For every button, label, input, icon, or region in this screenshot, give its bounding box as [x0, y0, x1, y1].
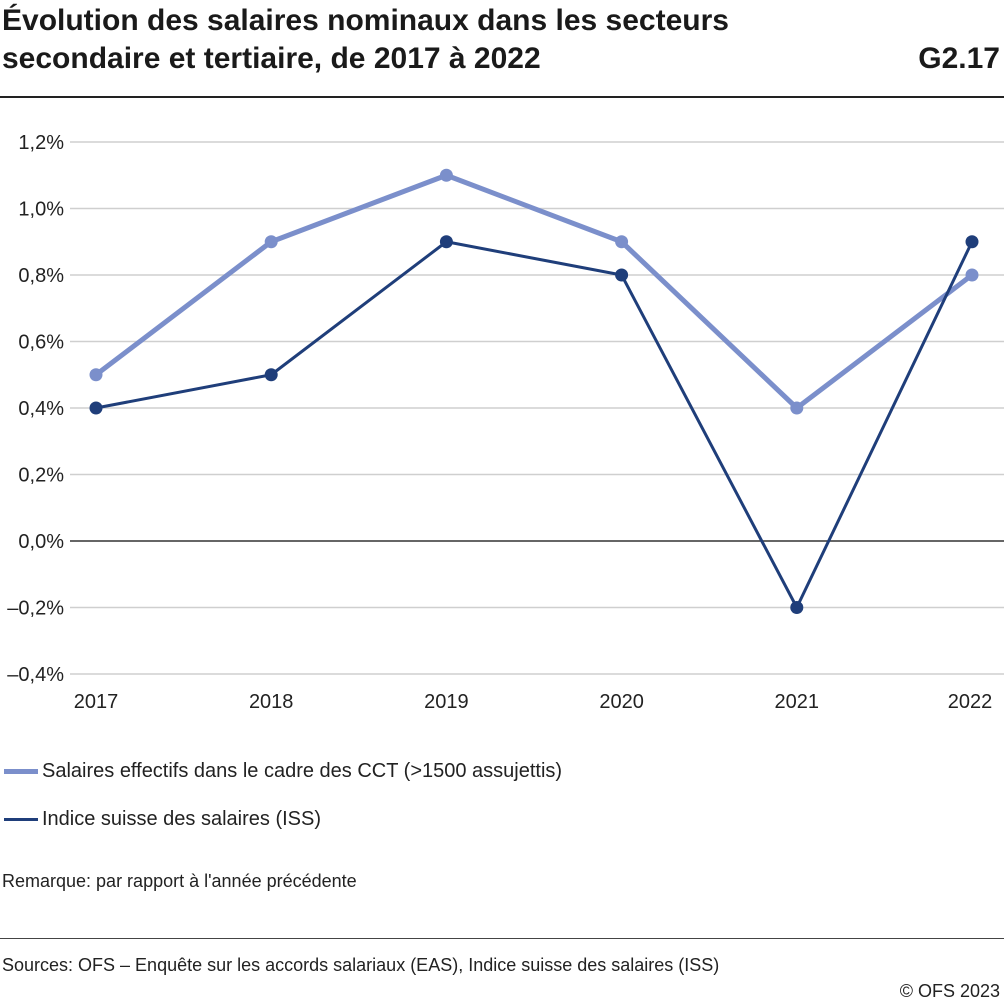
legend-swatch-iss [4, 818, 38, 821]
x-tick-label: 2018 [249, 691, 294, 713]
x-tick-label: 2022 [948, 691, 993, 713]
data-point [439, 235, 453, 249]
y-tick-label: 0,0% [18, 531, 64, 553]
y-tick-label: –0,2% [7, 598, 64, 620]
data-point [89, 401, 103, 415]
y-tick-label: 0,2% [18, 465, 64, 487]
legend-label-iss: Indice suisse des salaires (ISS) [42, 808, 322, 830]
data-point [790, 601, 804, 614]
header-divider [0, 96, 1004, 98]
series-line-1 [94, 172, 974, 411]
data-point [965, 235, 979, 249]
data-point [965, 268, 979, 282]
x-tick-label: 2019 [424, 691, 469, 713]
chart-title: Évolution des salaires nominaux dans les… [2, 4, 729, 75]
chart-id: G2.17 [918, 42, 1000, 75]
data-point [439, 168, 453, 182]
data-point [615, 235, 629, 249]
series-line-2 [95, 240, 974, 609]
x-tick-label: 2021 [775, 691, 820, 713]
y-tick-label: 0,4% [18, 398, 64, 420]
data-point [89, 368, 103, 382]
x-tick-label: 2017 [74, 691, 119, 713]
data-point [264, 368, 278, 382]
y-tick-label: –0,4% [7, 664, 64, 686]
data-point [264, 235, 278, 249]
x-tick-label: 2020 [599, 691, 644, 713]
footer-divider [0, 938, 1004, 939]
y-tick-label: 1,0% [18, 199, 64, 221]
legend-item-iss: Indice suisse des salaires (ISS) [4, 808, 321, 831]
sources-text: Sources: OFS – Enquête sur les accords s… [2, 955, 720, 975]
copyright-text: © OFS 2023 [899, 981, 1000, 1001]
data-point [790, 401, 804, 415]
legend-label-cct: Salaires effectifs dans le cadre des CCT… [42, 760, 563, 782]
y-tick-label: 0,8% [18, 265, 64, 287]
line-chart: 1,2% 1,0% 0,8% 0,6% 0,4% 0,2% 0,0% –0,2% –0,4% 20… [7, 132, 1004, 713]
y-tick-label: 1,2% [18, 132, 64, 154]
data-point [615, 268, 629, 282]
remark-note: Remarque: par rapport à l'année précéden… [2, 871, 357, 891]
y-tick-label: 0,6% [18, 332, 64, 354]
legend-swatch-cct [4, 769, 38, 774]
legend-item-cct: Salaires effectifs dans le cadre des CCT… [4, 760, 562, 783]
